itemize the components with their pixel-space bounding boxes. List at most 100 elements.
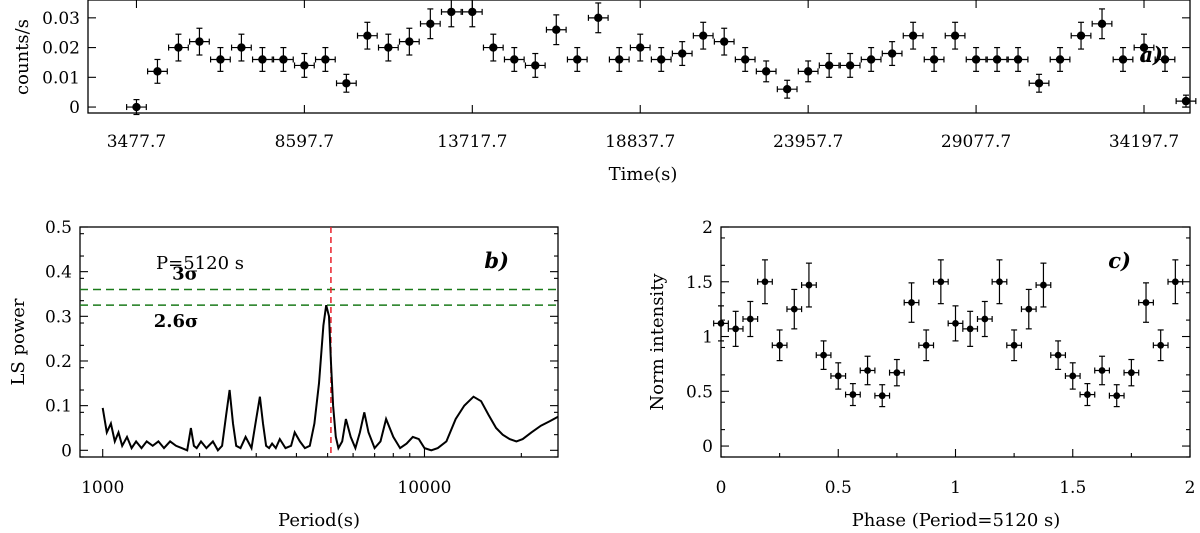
data-marker (174, 43, 183, 52)
data-point (335, 73, 357, 93)
data-marker (1040, 281, 1047, 289)
data-point (742, 300, 759, 338)
data-point (962, 310, 979, 347)
data-marker (342, 79, 351, 88)
data-marker (849, 391, 857, 398)
data-marker (1160, 55, 1170, 64)
data-point (566, 46, 588, 72)
y-tick-label: 0.4 (45, 263, 72, 283)
data-marker (153, 67, 162, 76)
data-point (801, 262, 817, 308)
data-marker (636, 43, 645, 52)
data-marker (966, 325, 974, 333)
data-point (1094, 355, 1110, 386)
data-point (545, 14, 567, 46)
data-marker (321, 55, 330, 64)
x-tick-label: 2 (1185, 478, 1196, 498)
x-tick-label: 0.5 (825, 478, 852, 498)
data-marker (719, 37, 729, 46)
y-tick-label: 0.3 (45, 307, 72, 327)
data-point (755, 60, 777, 83)
threshold-2.6sigma-label: 2.6σ (154, 311, 199, 332)
data-marker (1118, 55, 1128, 64)
data-point (1108, 384, 1125, 408)
data-point (727, 310, 744, 347)
panel-a-label: a) (1139, 42, 1163, 67)
data-point (903, 282, 920, 323)
ls-power-curve (101, 304, 559, 452)
data-marker (950, 31, 960, 40)
data-point (293, 52, 315, 78)
data-marker (878, 392, 886, 400)
data-marker (824, 61, 834, 70)
data-marker (594, 13, 603, 23)
data-marker (893, 369, 901, 377)
x-tick-label: 8597.7 (275, 132, 334, 152)
panel-b-label: b) (484, 248, 509, 273)
data-point (859, 355, 876, 386)
data-marker (782, 85, 792, 94)
data-marker (761, 278, 769, 286)
x-tick-label: 1.5 (1059, 478, 1086, 498)
data-marker (937, 278, 945, 286)
y-tick-label: 0.1 (45, 397, 72, 417)
data-point (377, 33, 399, 62)
data-marker (300, 61, 309, 70)
data-point (1123, 358, 1140, 387)
data-point (881, 41, 903, 67)
y-tick-label: 1.5 (686, 273, 713, 293)
data-marker (1139, 43, 1149, 52)
data-marker (1084, 391, 1091, 398)
data-marker (992, 55, 1002, 64)
data-point (1091, 8, 1113, 40)
y-tick-label: 0 (69, 98, 80, 118)
data-marker (1013, 55, 1023, 64)
data-point (230, 33, 252, 62)
data-point (126, 99, 147, 116)
data-point (461, 0, 483, 28)
data-point (1064, 362, 1081, 390)
light-curve-xlabel: Time(s) (609, 164, 678, 185)
data-marker (1069, 372, 1077, 380)
data-marker (1025, 305, 1033, 313)
data-point (1007, 46, 1029, 72)
data-point (608, 46, 630, 72)
data-point (650, 46, 672, 72)
data-point (771, 329, 788, 362)
data-marker (929, 55, 939, 64)
data-point (844, 383, 861, 407)
light-curve-points (126, 0, 1197, 116)
data-marker (1181, 96, 1191, 106)
x-tick-label: 10000 (397, 478, 451, 498)
data-point (1112, 46, 1134, 72)
data-marker (1055, 55, 1065, 64)
data-marker (952, 319, 959, 327)
data-point (713, 27, 735, 56)
data-point (902, 21, 924, 50)
data-marker (864, 367, 871, 374)
periodogram-frame (79, 226, 559, 458)
data-point (797, 60, 819, 83)
data-marker (678, 49, 687, 58)
x-tick-label: 13717.7 (437, 132, 507, 152)
data-marker (447, 7, 456, 17)
data-point (918, 329, 935, 362)
data-marker (132, 102, 141, 112)
peak-period-label: P=5120 s (156, 253, 244, 274)
x-tick-label: 0 (716, 478, 727, 498)
data-marker (195, 37, 204, 46)
data-point (991, 259, 1008, 305)
data-point (1050, 340, 1067, 370)
data-marker (740, 55, 750, 64)
data-point (482, 33, 504, 62)
data-marker (699, 31, 708, 40)
x-tick-label: 34197.7 (1109, 132, 1179, 152)
threshold-3sigma-label: 3σ (172, 264, 198, 285)
data-point (734, 46, 756, 72)
data-marker (405, 37, 414, 46)
data-marker (279, 55, 288, 64)
data-marker (805, 281, 813, 289)
data-point (888, 358, 905, 387)
periodogram-panel: 1000 10000 0 0.1 0.2 0.3 0.4 0.5 P=5120 s 3σ 2.… (8, 218, 559, 531)
periodogram-ylabel: LS power (8, 298, 29, 385)
